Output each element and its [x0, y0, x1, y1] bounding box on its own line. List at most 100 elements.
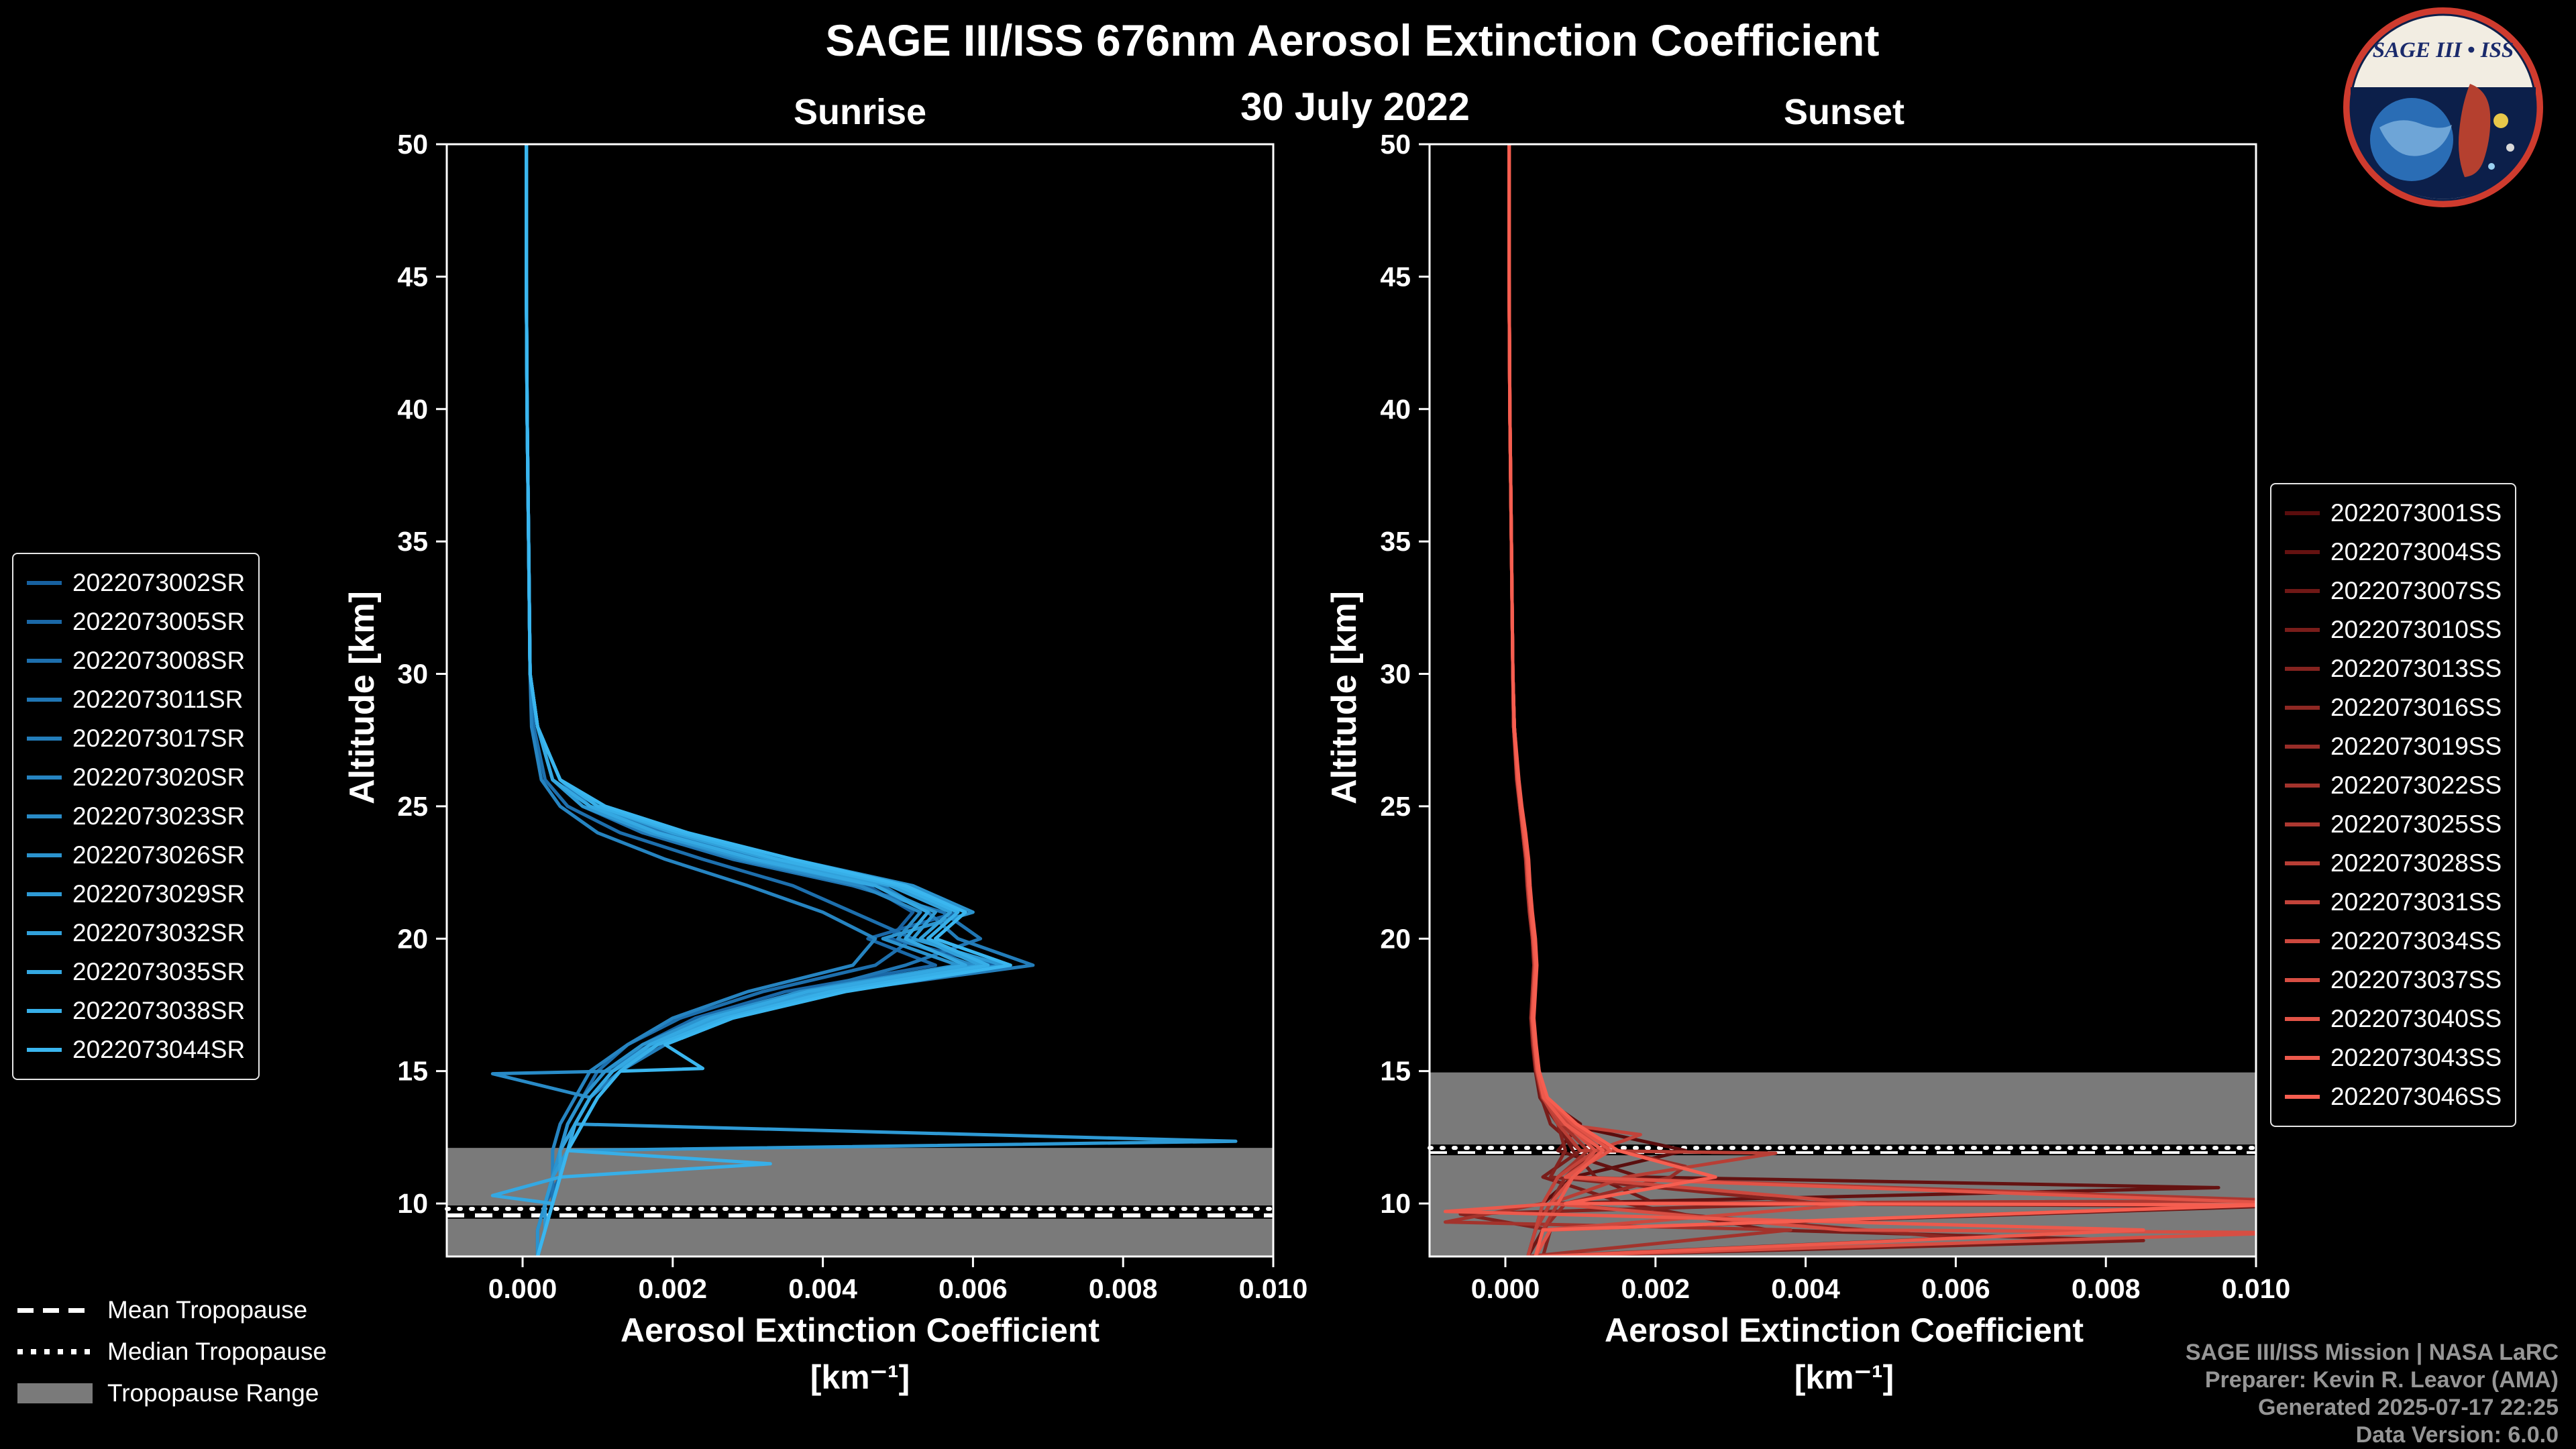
sunrise-legend: 2022073002SR 2022073005SR 2022073008SR 2022… [12, 553, 260, 1080]
y-tick-label: 30 [1380, 659, 1411, 690]
legend-label: 2022073025SS [2330, 810, 2502, 838]
legend-line-sample [2285, 861, 2320, 865]
axes-frame [445, 143, 1275, 1258]
legend-item: 2022073020SR [27, 758, 245, 797]
legend-item: 2022073029SR [27, 875, 245, 914]
x-tick-label: 0.002 [639, 1273, 708, 1304]
sunset-y-axis-label: Altitude [km] [1325, 591, 1364, 804]
legend-item: 2022073040SS [2285, 1000, 2502, 1038]
legend-line-sample [27, 581, 62, 585]
median-tropopause-label: Median Tropopause [107, 1338, 327, 1365]
dotted-line-sample [17, 1349, 93, 1354]
legend-item: 2022073008SR [27, 641, 245, 680]
median-tropopause-legend-item: Median Tropopause [17, 1336, 327, 1367]
x-tick-label: 0.004 [788, 1273, 857, 1304]
legend-item: 2022073004SS [2285, 533, 2502, 572]
legend-line-sample [2285, 550, 2320, 554]
logo-moon [2506, 144, 2514, 152]
legend-label: 2022073001SS [2330, 499, 2502, 527]
logo-planet [2488, 163, 2495, 170]
chart-date: 30 July 2022 [1240, 85, 1470, 129]
profile-2022073029SR [525, 144, 1238, 1256]
legend-label: 2022073029SR [72, 880, 246, 908]
x-tick-label: 0.006 [938, 1273, 1008, 1304]
sunset-x-axis-label: Aerosol Extinction Coefficient [km⁻¹] [1605, 1307, 2084, 1401]
legend-item: 2022073016SS [2285, 688, 2502, 727]
legend-label: 2022073019SS [2330, 733, 2502, 760]
profile-2022073046SS [1507, 144, 2256, 1256]
legend-label: 2022073028SS [2330, 849, 2502, 877]
legend-item: 2022073022SS [2285, 766, 2502, 805]
sunset-x-axis-units: [km⁻¹] [1794, 1358, 1894, 1396]
legend-line-sample [27, 931, 62, 935]
legend-item: 2022073013SS [2285, 649, 2502, 688]
legend-item: 2022073043SS [2285, 1038, 2502, 1077]
y-tick-label: 45 [1380, 261, 1411, 292]
legend-item: 2022073010SS [2285, 610, 2502, 649]
legend-item: 2022073046SS [2285, 1077, 2502, 1116]
logo-title: SAGE III • ISS [2373, 38, 2514, 62]
x-tick-label: 0.008 [2072, 1273, 2141, 1304]
legend-line-sample [2285, 978, 2320, 982]
legend-item: 2022073037SS [2285, 961, 2502, 1000]
sunrise-x-axis-label-text: Aerosol Extinction Coefficient [621, 1311, 1099, 1349]
x-tick-label: 0.010 [2222, 1273, 2291, 1304]
credit-mission: SAGE III/ISS Mission | NASA LaRC [2185, 1340, 2559, 1365]
y-tick-label: 15 [397, 1056, 428, 1087]
logo-inner-ring [2349, 13, 2537, 201]
legend-item: 2022073023SR [27, 797, 245, 836]
legend-line-sample [2285, 511, 2320, 515]
sunrise-x-axis-units: [km⁻¹] [810, 1358, 910, 1396]
legend-item: 2022073032SR [27, 914, 245, 953]
y-tick-label: 45 [397, 261, 428, 292]
dashed-line-sample [17, 1307, 93, 1313]
legend-label: 2022073034SS [2330, 927, 2502, 955]
tropopause-legend: Mean Tropopause Median Tropopause Tropop… [17, 1295, 327, 1419]
sunset-legend: 2022073001SS 2022073004SS 2022073007SS 2022… [2270, 483, 2517, 1127]
legend-item: 2022073038SR [27, 991, 245, 1030]
credit-generated: Generated 2025-07-17 22:25 [2258, 1395, 2559, 1420]
profile-2022073023SR [490, 144, 975, 1256]
x-tick-label: 0.004 [1771, 1273, 1840, 1304]
profile-2022073032SR [525, 144, 983, 1256]
legend-label: 2022073026SR [72, 841, 246, 869]
profile-2022073011SR [525, 144, 983, 1256]
legend-line-sample [27, 737, 62, 741]
axes-frame [1428, 143, 2257, 1258]
gray-band-sample [17, 1383, 93, 1403]
sunrise-plot: 0.000 0.002 0.004 0.006 0.008 0.010 10 15 20 25 30… [397, 129, 1307, 1304]
logo-sun [2493, 113, 2508, 128]
y-tick-label: 50 [397, 129, 428, 160]
profile-2022073044SR [525, 144, 1012, 1256]
x-tick-label: 0.000 [488, 1273, 557, 1304]
legend-item: 2022073028SS [2285, 844, 2502, 883]
y-tick-label: 50 [1380, 129, 1411, 160]
y-tick-label: 35 [397, 526, 428, 557]
legend-label: 2022073044SR [72, 1036, 246, 1063]
sage-iss-logo: SAGE III • ISS [2343, 7, 2543, 207]
profile-2022073020SR [525, 144, 877, 1256]
legend-line-sample [2285, 667, 2320, 671]
legend-item: 2022073031SS [2285, 883, 2502, 922]
legend-item: 2022073035SR [27, 953, 245, 991]
y-tick-label: 20 [397, 923, 428, 954]
legend-line-sample [27, 775, 62, 780]
legend-label: 2022073037SS [2330, 966, 2502, 994]
y-tick-label: 15 [1380, 1056, 1411, 1087]
y-tick-label: 10 [397, 1188, 428, 1219]
legend-label: 2022073023SR [72, 802, 246, 830]
legend-line-sample [2285, 745, 2320, 749]
x-tick-label: 0.002 [1621, 1273, 1690, 1304]
legend-label: 2022073040SS [2330, 1005, 2502, 1032]
x-tick-label: 0.000 [1471, 1273, 1540, 1304]
legend-line-sample [27, 814, 62, 818]
legend-item: 2022073019SS [2285, 727, 2502, 766]
legend-label: 2022073010SS [2330, 616, 2502, 643]
profile-2022073026SR [525, 144, 975, 1256]
legend-label: 2022073020SR [72, 763, 246, 791]
legend-item: 2022073026SR [27, 836, 245, 875]
logo-earth-clouds [2379, 120, 2452, 156]
credit-preparer: Preparer: Kevin R. Leavor (AMA) [2204, 1367, 2559, 1393]
profile-2022073008SR [525, 144, 915, 1256]
